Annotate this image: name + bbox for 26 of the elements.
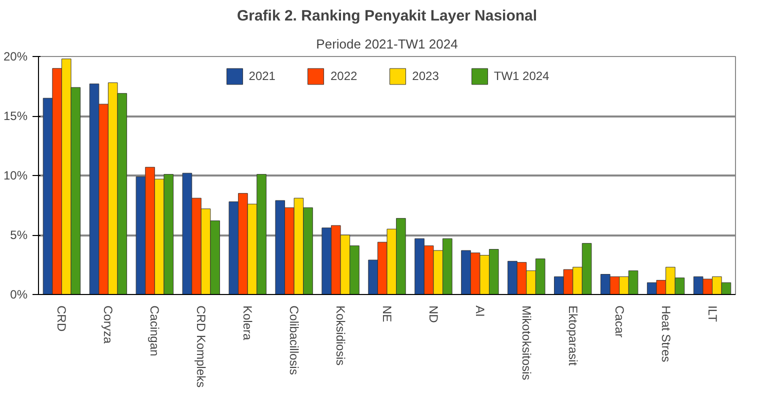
- legend-label: 2023: [412, 69, 439, 83]
- x-tick-label: AI: [472, 306, 487, 317]
- x-tick-label: ND: [426, 306, 440, 324]
- legend-label: 2022: [330, 69, 358, 83]
- y-tick-label: 5%: [10, 228, 28, 242]
- y-tick-label: 15%: [3, 109, 28, 123]
- x-tick-label: Heat Stres: [658, 306, 673, 362]
- x-tick-label: Koksidiosis: [334, 306, 348, 366]
- chart-subtitle: Periode 2021-TW1 2024: [316, 36, 458, 52]
- x-tick-label: Colibacillosis: [287, 306, 302, 375]
- x-tick-label: CRD Kompleks: [194, 306, 208, 388]
- legend-label: TW1 2024: [494, 69, 550, 83]
- x-tick-label: Kolera: [240, 306, 255, 341]
- x-tick-label: Ektoparasit: [566, 306, 580, 366]
- y-tick-label: 10%: [3, 168, 28, 182]
- x-tick-label: Coryza: [101, 306, 116, 344]
- y-tick-label: 20%: [3, 50, 28, 64]
- y-tick-label: 0%: [10, 288, 28, 302]
- legend-label: 2021: [248, 69, 276, 83]
- x-tick-label: CRD: [54, 306, 69, 332]
- x-tick-label: ILT: [705, 306, 720, 323]
- x-tick-label: Mikotoksitosis: [519, 306, 534, 380]
- chart-title: Grafik 2. Ranking Penyakit Layer Nasional: [236, 8, 538, 24]
- x-tick-label: Cacar: [612, 306, 626, 338]
- x-tick-label: Cacingan: [148, 306, 162, 356]
- x-tick-label: NE: [380, 306, 394, 322]
